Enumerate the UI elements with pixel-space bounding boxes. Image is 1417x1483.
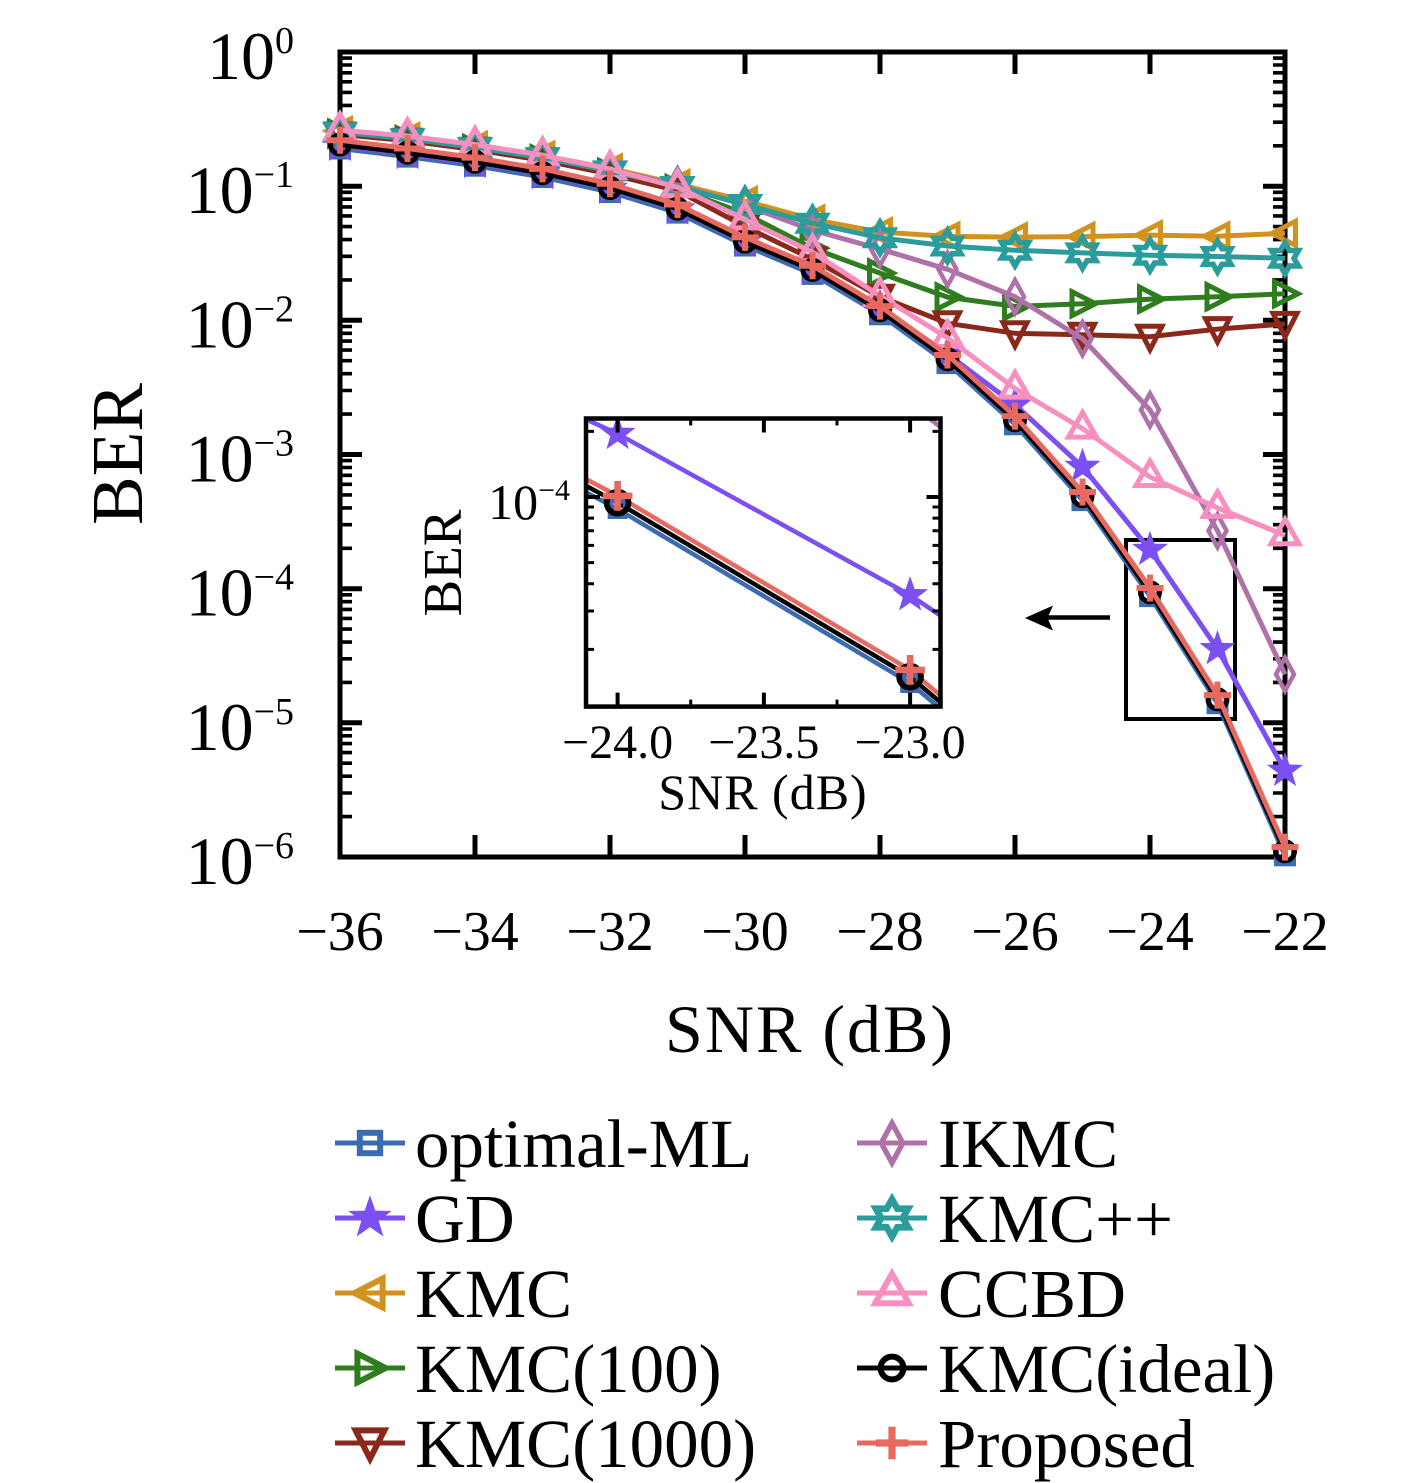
svg-text:SNR (dB): SNR (dB) <box>665 991 955 1067</box>
svg-text:BER: BER <box>77 383 158 525</box>
svg-text:KMC(ideal): KMC(ideal) <box>938 1331 1275 1407</box>
svg-text:−30: −30 <box>701 901 789 963</box>
svg-text:−23.5: −23.5 <box>708 716 819 769</box>
svg-text:KMC: KMC <box>415 1256 572 1332</box>
svg-text:−34: −34 <box>431 901 519 963</box>
svg-text:−24.0: −24.0 <box>562 716 673 769</box>
svg-text:−32: −32 <box>566 901 654 963</box>
svg-text:−24: −24 <box>1106 901 1194 963</box>
svg-text:−36: −36 <box>296 901 384 963</box>
svg-text:BER: BER <box>412 509 473 616</box>
svg-text:IKMC: IKMC <box>938 1106 1118 1182</box>
svg-text:GD: GD <box>415 1181 515 1257</box>
svg-text:−28: −28 <box>836 901 924 963</box>
svg-text:−23.0: −23.0 <box>855 716 966 769</box>
svg-text:SNR (dB): SNR (dB) <box>658 764 867 820</box>
svg-text:KMC(1000): KMC(1000) <box>415 1406 756 1482</box>
svg-text:KMC++: KMC++ <box>938 1181 1173 1257</box>
svg-text:−26: −26 <box>971 901 1059 963</box>
svg-text:KMC(100): KMC(100) <box>415 1331 722 1407</box>
svg-text:−22: −22 <box>1241 901 1329 963</box>
svg-text:CCBD: CCBD <box>938 1256 1126 1332</box>
svg-text:Proposed: Proposed <box>938 1406 1195 1482</box>
svg-text:optimal-ML: optimal-ML <box>415 1106 752 1182</box>
